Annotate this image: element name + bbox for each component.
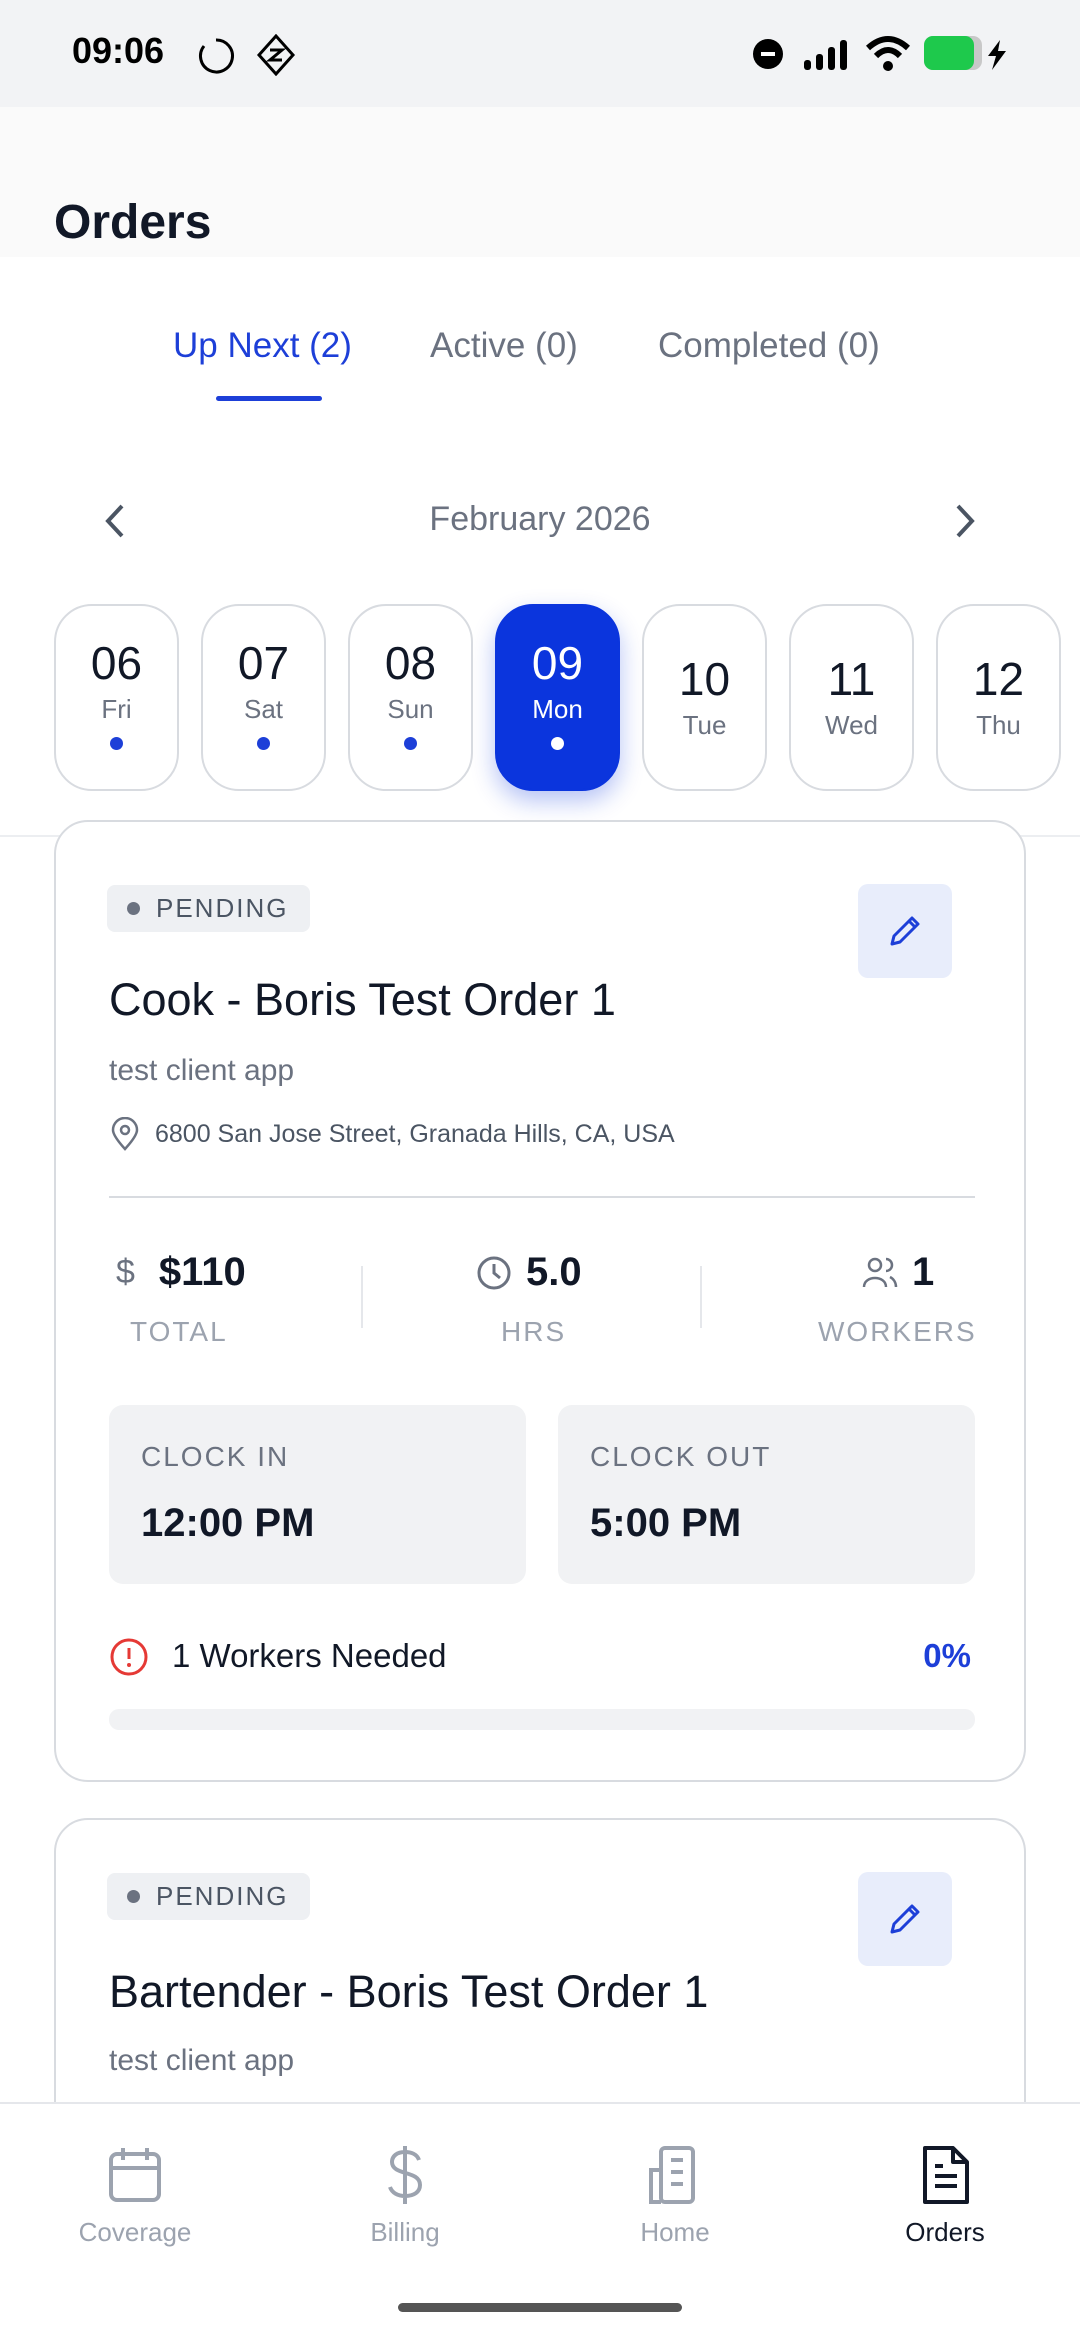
edit-button[interactable] (858, 884, 952, 978)
nav-coverage[interactable]: Coverage (0, 2144, 270, 2248)
chevron-left-icon[interactable] (100, 502, 130, 540)
day-of-week: Tue (682, 710, 727, 740)
edit-button[interactable] (858, 1872, 952, 1966)
date-number: 08 (384, 637, 437, 689)
wifi-icon (866, 36, 910, 71)
hours-label: HRS (501, 1316, 567, 1347)
clock-icon (477, 1256, 511, 1289)
order-title: Bartender - Boris Test Order 1 (109, 1966, 709, 2017)
dollar-icon: $ (116, 1253, 135, 1291)
order-address: 6800 San Jose Street, Granada Hills, CA,… (109, 1117, 675, 1151)
dollar-icon (388, 2146, 423, 2204)
has-orders-dot (551, 737, 564, 750)
has-orders-dot (404, 737, 417, 750)
date-pill-09[interactable]: 09 Mon (495, 604, 620, 791)
clock-in-label: CLOCK IN (141, 1441, 290, 1472)
date-pill-08[interactable]: 08 Sun (348, 604, 473, 791)
page-title: Orders (54, 196, 212, 249)
date-number: 11 (827, 653, 876, 705)
clock-out-box: CLOCK OUT 5:00 PM (558, 1405, 975, 1584)
alert-icon (110, 1638, 148, 1676)
fill-progress-bar (109, 1709, 975, 1730)
pencil-icon (890, 1904, 920, 1934)
stat-workers: 1 (862, 1250, 934, 1295)
chevron-right-icon[interactable] (950, 502, 980, 540)
loading-icon (199, 38, 234, 74)
tab-completed[interactable]: Completed (0) (658, 326, 880, 365)
clock-in-box: CLOCK IN 12:00 PM (109, 1405, 526, 1584)
day-of-week: Sun (387, 694, 434, 724)
status-dot (127, 902, 140, 915)
status-text: PENDING (156, 1881, 289, 1911)
pencil-icon (890, 916, 920, 946)
nav-home[interactable]: Home (540, 2144, 810, 2248)
day-of-week: Fri (101, 694, 132, 724)
divider (109, 1196, 975, 1198)
divider (361, 1266, 363, 1328)
app-diamond-icon (256, 34, 296, 76)
tab-up-next[interactable]: Up Next (2) (173, 326, 352, 365)
date-pill-10[interactable]: 10 Tue (642, 604, 767, 791)
nav-label: Billing (370, 2217, 440, 2247)
status-text: PENDING (156, 893, 289, 923)
hours-value: 5.0 (526, 1250, 582, 1294)
divider (700, 1266, 702, 1328)
status-badge: PENDING (107, 885, 311, 932)
bottom-nav: Coverage Billing Home Orders (0, 2102, 1080, 2340)
stat-hours: 5.0 (476, 1250, 582, 1295)
stat-total: $ $110 (116, 1250, 246, 1295)
location-pin-icon (111, 1117, 139, 1151)
users-icon (862, 1257, 898, 1287)
date-number: 07 (237, 637, 290, 689)
status-bar: 09:06 (0, 0, 1080, 107)
tab-underline (216, 396, 322, 401)
date-number: 12 (972, 653, 1025, 705)
date-pill-12[interactable]: 12 Thu (936, 604, 1061, 791)
status-dot (127, 1890, 140, 1903)
nav-label: Coverage (78, 2217, 192, 2247)
order-client: test client app (109, 1054, 295, 1087)
tab-active[interactable]: Active (0) (430, 326, 578, 365)
has-orders-dot (257, 737, 270, 750)
date-pill-06[interactable]: 06 Fri (54, 604, 179, 791)
day-of-week: Sat (243, 694, 284, 724)
order-title: Cook - Boris Test Order 1 (109, 974, 616, 1025)
order-client: test client app (109, 2044, 295, 2077)
battery-charging-icon (924, 36, 1006, 70)
nav-label: Orders (905, 2217, 985, 2247)
workers-label: WORKERS (818, 1316, 977, 1347)
day-of-week: Thu (976, 710, 1021, 740)
order-card[interactable]: PENDING Cook - Boris Test Order 1 test c… (54, 820, 1026, 1782)
nav-label: Home (640, 2217, 710, 2247)
calendar-icon (109, 2148, 161, 2202)
nav-billing[interactable]: Billing (270, 2144, 540, 2248)
document-icon (923, 2146, 969, 2204)
total-value: $110 (158, 1250, 246, 1294)
total-label: TOTAL (130, 1316, 228, 1347)
header (0, 107, 1080, 257)
day-of-week: Mon (532, 694, 583, 724)
day-of-week: Wed (825, 710, 878, 740)
dnd-icon (753, 39, 783, 69)
date-number: 10 (678, 653, 731, 705)
clock-in-time: 12:00 PM (141, 1501, 315, 1545)
date-pill-11[interactable]: 11 Wed (789, 604, 914, 791)
home-indicator (398, 2303, 682, 2312)
date-number: 09 (531, 637, 584, 689)
status-time: 09:06 (72, 30, 165, 71)
clock-out-time: 5:00 PM (590, 1501, 742, 1545)
building-icon (649, 2146, 695, 2204)
workers-value: 1 (912, 1250, 935, 1294)
has-orders-dot (110, 737, 123, 750)
date-number: 06 (90, 637, 143, 689)
month-label: February 2026 (429, 500, 651, 538)
status-badge: PENDING (107, 1873, 311, 1920)
signal-icon (804, 40, 847, 70)
address-text: 6800 San Jose Street, Granada Hills, CA,… (155, 1119, 675, 1148)
clock-out-label: CLOCK OUT (590, 1441, 772, 1472)
fill-percent: 0% (923, 1637, 971, 1674)
nav-orders[interactable]: Orders (810, 2144, 1080, 2248)
workers-needed: 1 Workers Needed (172, 1637, 447, 1674)
date-pill-07[interactable]: 07 Sat (201, 604, 326, 791)
